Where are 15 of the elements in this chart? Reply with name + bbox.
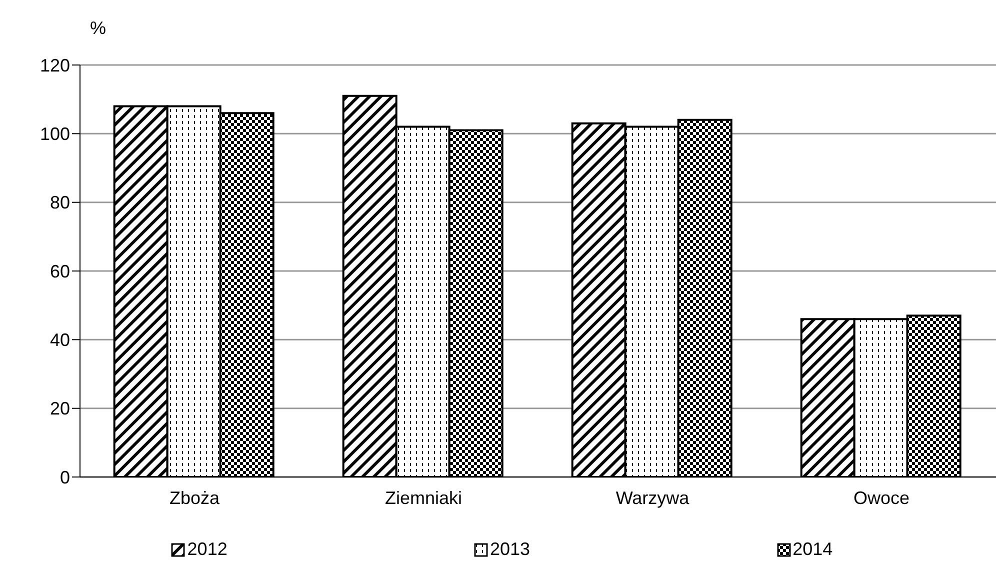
y-tick-label: 120: [40, 55, 70, 76]
legend-label: 2012: [187, 539, 228, 560]
x-tick-label: Warzywa: [616, 488, 690, 508]
legend-label: 2013: [490, 539, 530, 560]
y-tick-label: 100: [40, 124, 70, 144]
legend-label: 2014: [792, 539, 833, 560]
x-tick-label: Ziemniaki: [384, 488, 462, 508]
x-tick-label: Owoce: [853, 488, 910, 508]
y-tick-label: 80: [50, 192, 70, 213]
y-tick-label: 40: [50, 330, 70, 350]
y-axis-title: %: [90, 18, 106, 39]
x-tick-label: Zboża: [169, 488, 220, 508]
y-tick-label: 0: [60, 467, 70, 488]
y-tick-label: 20: [50, 398, 70, 419]
y-tick-label: 60: [50, 261, 70, 282]
